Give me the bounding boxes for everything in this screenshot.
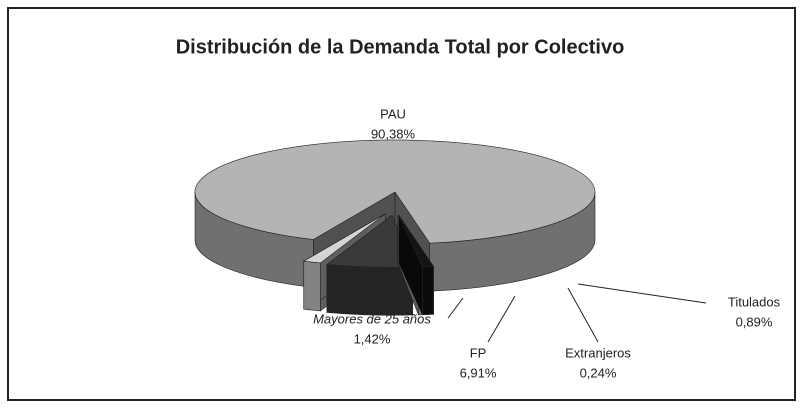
slice-side (303, 260, 321, 312)
slice-label: FP (470, 345, 487, 360)
slice-side (326, 264, 413, 316)
slice-value-label: 90,38% (371, 126, 416, 141)
slice (398, 214, 435, 268)
slice-value-label: 6,91% (460, 365, 497, 380)
leader-line (487, 295, 516, 343)
leader-line (447, 297, 464, 319)
chart-title: Distribución de la Demanda Total por Col… (176, 36, 625, 58)
slice (194, 139, 596, 244)
leader-line (577, 283, 707, 304)
slice-label: Extranjeros (565, 345, 631, 360)
slice-value-label: 0,89% (736, 314, 773, 329)
slice-value-label: 0,24% (580, 365, 617, 380)
slice-side (422, 266, 434, 316)
slice-label: PAU (380, 106, 406, 121)
slice (302, 213, 386, 264)
slice-label: Titulados (728, 294, 781, 309)
slice-label: Mayores de 25 años (313, 311, 431, 326)
slice-value-label: 1,42% (354, 331, 391, 346)
leader-line (567, 287, 599, 343)
